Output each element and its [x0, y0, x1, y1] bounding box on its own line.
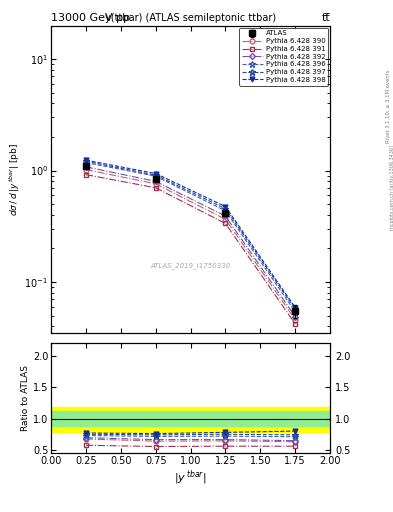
Pythia 6.428 398 — [153, 170, 158, 177]
Legend: ATLAS, Pythia 6.428 390, Pythia 6.428 391, Pythia 6.428 392, Pythia 6.428 396, P: ATLAS, Pythia 6.428 390, Pythia 6.428 39… — [239, 28, 328, 86]
Pythia 6.428 390 — [293, 316, 298, 323]
Pythia 6.428 391 — [153, 185, 158, 191]
Pythia 6.428 390 — [84, 166, 88, 173]
Pythia 6.428 396 — [223, 208, 228, 214]
Pythia 6.428 396 — [153, 173, 158, 179]
Pythia 6.428 398 — [293, 305, 298, 311]
Line: Pythia 6.428 396: Pythia 6.428 396 — [83, 159, 298, 315]
Pythia 6.428 396 — [84, 160, 88, 166]
Text: ATLAS_2019_I1750330: ATLAS_2019_I1750330 — [151, 262, 231, 269]
Pythia 6.428 391 — [223, 221, 228, 227]
X-axis label: $|y^{\,\mathit{tbar}}|$: $|y^{\,\mathit{tbar}}|$ — [174, 468, 207, 487]
Y-axis label: $d\sigma\,/\,d\,|y^{\,\mathit{tbar}}|\,\,[\mathrm{pb}]$: $d\sigma\,/\,d\,|y^{\,\mathit{tbar}}|\,\… — [7, 143, 22, 216]
Pythia 6.428 397 — [153, 172, 158, 178]
Pythia 6.428 392 — [293, 313, 298, 319]
Title: y(ttbar) (ATLAS semileptonic ttbar): y(ttbar) (ATLAS semileptonic ttbar) — [105, 13, 276, 24]
Pythia 6.428 397 — [223, 206, 228, 212]
Pythia 6.428 392 — [153, 178, 158, 184]
Pythia 6.428 396 — [293, 309, 298, 315]
Line: Pythia 6.428 390: Pythia 6.428 390 — [84, 167, 298, 322]
Pythia 6.428 390 — [223, 216, 228, 222]
Text: 13000 GeV pp: 13000 GeV pp — [51, 12, 130, 23]
Y-axis label: Ratio to ATLAS: Ratio to ATLAS — [21, 365, 30, 431]
Line: Pythia 6.428 392: Pythia 6.428 392 — [84, 165, 298, 318]
Pythia 6.428 397 — [293, 306, 298, 312]
Pythia 6.428 392 — [84, 164, 88, 170]
Line: Pythia 6.428 398: Pythia 6.428 398 — [84, 158, 298, 310]
Pythia 6.428 391 — [84, 172, 88, 178]
Pythia 6.428 398 — [223, 204, 228, 210]
Pythia 6.428 390 — [153, 181, 158, 187]
Text: Rivet 3.1.10; ≥ 3.1M events: Rivet 3.1.10; ≥ 3.1M events — [386, 70, 391, 143]
Text: mcplots.cern.ch [arXiv:1306.3436]: mcplots.cern.ch [arXiv:1306.3436] — [390, 145, 393, 230]
Pythia 6.428 391 — [293, 321, 298, 327]
Pythia 6.428 392 — [223, 213, 228, 219]
Line: Pythia 6.428 391: Pythia 6.428 391 — [84, 172, 298, 327]
Pythia 6.428 397 — [84, 158, 88, 164]
Text: tt̅: tt̅ — [321, 12, 330, 23]
Pythia 6.428 398 — [84, 157, 88, 163]
Line: Pythia 6.428 397: Pythia 6.428 397 — [83, 158, 298, 312]
